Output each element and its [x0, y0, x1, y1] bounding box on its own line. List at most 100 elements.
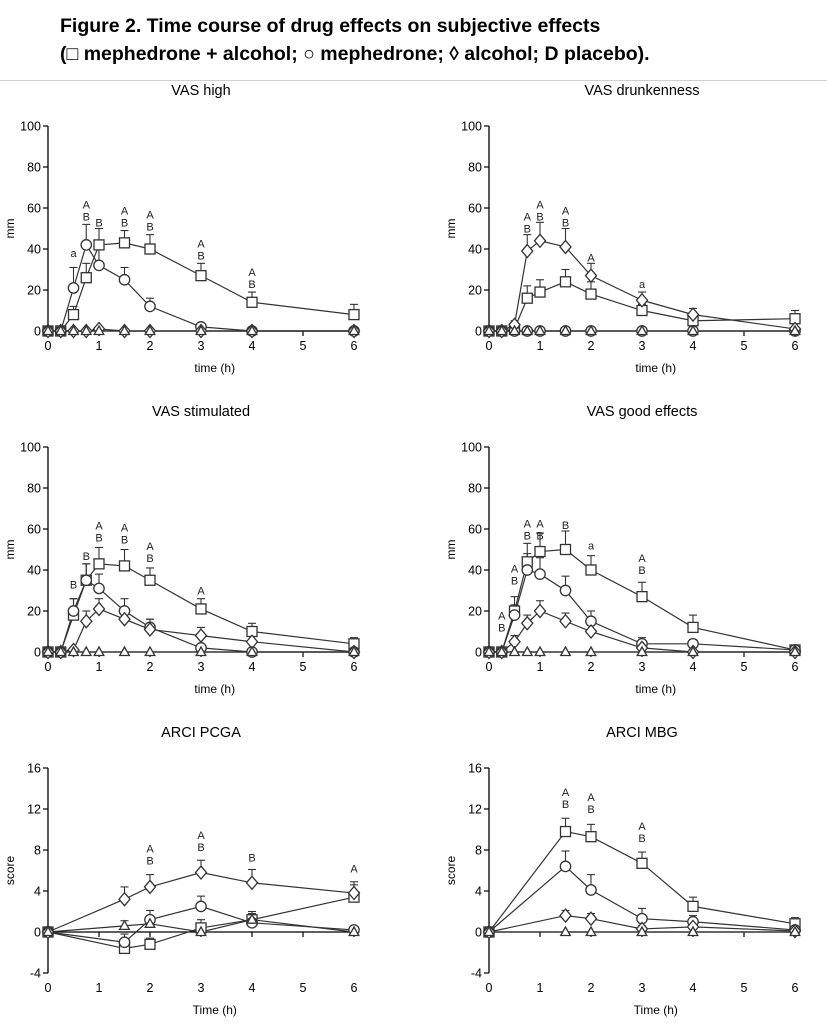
marker-diamond [194, 865, 208, 881]
marker-diamond [347, 885, 361, 901]
y-tick-label: 60 [27, 202, 41, 216]
marker-triangle [42, 645, 54, 657]
x-tick-label: 2 [147, 339, 154, 353]
annotation-label: A [524, 212, 532, 224]
marker-circle [559, 860, 572, 873]
marker-diamond [635, 292, 649, 308]
series-square [488, 817, 799, 933]
x-tick-label: 5 [741, 339, 748, 353]
x-axis-title: time (h) [194, 682, 235, 696]
x-tick-label: 0 [486, 339, 493, 353]
series-line [489, 569, 796, 653]
annotation-label: A [248, 267, 256, 279]
y-tick-label: 0 [34, 325, 41, 339]
y-tick-label: 100 [20, 120, 41, 134]
annotation-label: A [536, 518, 544, 530]
significance-annotation: AB [587, 792, 595, 816]
significance-annotation: AB [121, 205, 129, 229]
y-tick-label: 80 [27, 161, 41, 175]
significance-annotation: B [562, 520, 569, 532]
figure-header: Figure 2. Time course of drug effects on… [0, 0, 827, 81]
marker-square [80, 272, 92, 284]
annotation-label: A [121, 205, 129, 217]
marker-triangle [348, 645, 360, 657]
annotation-label: B [638, 565, 645, 577]
annotation-label: A [587, 792, 595, 804]
annotation-label: B [146, 855, 153, 867]
significance-annotation: AB [511, 563, 519, 587]
annotation-label: B [197, 842, 204, 854]
annotation-label: B [121, 217, 128, 229]
marker-square [559, 276, 572, 288]
marker-triangle [67, 645, 80, 657]
series-line [489, 548, 796, 653]
chart-title: VAS drunkenness [585, 83, 700, 99]
significance-annotation: A [587, 252, 595, 264]
marker-triangle [687, 645, 699, 657]
significance-annotation: AB [248, 267, 256, 291]
marker-triangle [195, 645, 207, 657]
significance-annotation: AB [83, 199, 91, 223]
y-tick-label: 12 [27, 803, 41, 817]
marker-triangle [67, 324, 80, 336]
markers-triangle [42, 645, 360, 657]
marker-triangle [687, 925, 699, 937]
annotation-label: A [146, 541, 154, 553]
x-tick-label: 1 [537, 339, 544, 353]
y-tick-label: 60 [468, 202, 482, 216]
marker-triangle [118, 645, 131, 657]
y-tick-label: 0 [34, 646, 41, 660]
significance-annotation: B [83, 551, 90, 563]
annotation-label: A [197, 238, 205, 250]
chart-title: VAS stimulated [152, 404, 250, 420]
marker-triangle [80, 324, 93, 336]
x-tick-label: 5 [741, 660, 748, 674]
y-axis-title: mm [3, 540, 17, 560]
series-line [48, 563, 355, 653]
y-tick-label: 8 [475, 844, 482, 858]
marker-triangle [521, 324, 534, 336]
y-tick-label: 20 [468, 284, 482, 298]
series-line [48, 242, 355, 332]
y-tick-label: 60 [468, 523, 482, 537]
marker-diamond [143, 621, 157, 637]
marker-triangle [483, 324, 495, 336]
figure-title: Figure 2. Time course of drug effects on… [60, 12, 650, 68]
marker-diamond [92, 601, 106, 617]
marker-square [534, 545, 546, 558]
marker-triangle [495, 324, 508, 336]
marker-triangle [93, 645, 105, 657]
marker-triangle [118, 919, 131, 930]
significance-annotation: AB [197, 238, 205, 262]
marker-triangle [534, 645, 546, 657]
annotation-label: A [83, 199, 91, 211]
series-line [489, 240, 796, 332]
marker-triangle [789, 324, 801, 336]
annotation-label: B [638, 833, 645, 845]
y-axis-title: mm [3, 219, 17, 239]
series-line [488, 914, 796, 933]
y-tick-label: 16 [27, 762, 41, 776]
x-tick-label: 0 [45, 981, 52, 995]
marker-square [585, 288, 597, 300]
y-tick-label: 40 [468, 243, 482, 257]
marker-triangle [483, 925, 495, 937]
x-tick-label: 2 [588, 339, 595, 353]
marker-square [687, 900, 699, 913]
marker-triangle [246, 645, 258, 657]
x-tick-label: 2 [147, 660, 154, 674]
annotation-label: A [562, 787, 570, 799]
x-tick-label: 5 [741, 981, 748, 995]
marker-circle [118, 273, 131, 286]
y-tick-label: 40 [27, 243, 41, 257]
x-tick-label: 1 [96, 339, 103, 353]
x-tick-label: 1 [537, 660, 544, 674]
x-tick-label: 3 [639, 981, 646, 995]
series-square [47, 884, 358, 950]
marker-triangle [348, 925, 360, 937]
chart-title: VAS good effects [587, 404, 698, 420]
marker-circle [118, 936, 131, 949]
marker-diamond [118, 611, 131, 627]
chart-panel-4: VAS good effects 0 20 40 60 80 100 0 1 2 3 4 5 6 time … [444, 404, 802, 696]
